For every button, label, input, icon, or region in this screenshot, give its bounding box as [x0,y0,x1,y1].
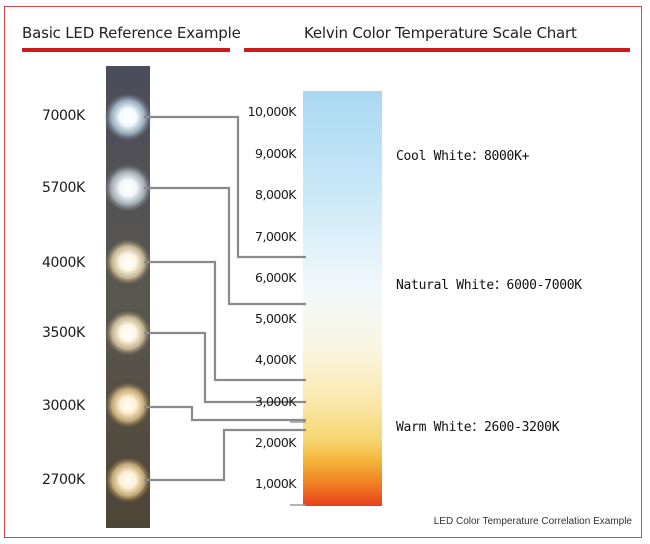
led-light-5700k [104,164,152,212]
scale-tick-9000k: 9,000K [255,146,296,161]
connector-3000k [144,405,306,422]
connector-lines [144,115,306,482]
connector-3500k [144,331,306,404]
led-label-2700k: 2700K [42,472,85,488]
connector-4000k [144,260,306,382]
left-title-rule [22,48,230,52]
led-light-4000k [105,239,151,285]
connector-2700k [144,428,306,482]
scale-tick-5000k: 5,000K [255,311,296,326]
annotation-warm-white: Warm White：2600-3200K [396,420,560,435]
led-light-3500k [105,310,151,356]
annotation-natural-white: Natural White：6000-7000K [396,278,582,293]
scale-tick-1000k: 1,000K [255,476,296,491]
connector-5700k [144,186,306,306]
led-lights [104,93,152,503]
outer-frame [4,6,642,538]
scale-tick-2000k: 2,000K [255,435,296,450]
right-title-rule [244,48,630,52]
annotation-cool-white: Cool White：8000K+ [396,149,530,164]
connector-7000k [144,115,306,259]
scale-tick-6000k: 6,000K [255,270,296,285]
led-reference-title: Basic LED Reference Example [22,24,241,42]
led-label-3500k: 3500K [42,325,85,341]
scale-tick-marks [290,421,306,506]
led-light-3000k [105,382,151,428]
led-label-4000k: 4000K [42,255,85,271]
figure-caption: LED Color Temperature Correlation Exampl… [433,516,632,527]
kelvin-scale-title: Kelvin Color Temperature Scale Chart [304,24,577,42]
led-light-2700k [105,457,151,503]
scale-tick-10000k: 10,000K [247,104,297,119]
led-label-5700k: 5700K [42,180,85,196]
led-label-3000k: 3000K [42,398,85,414]
scale-tick-8000k: 8,000K [255,187,296,202]
kelvin-scale-bar [303,91,382,506]
led-label-7000k: 7000K [42,108,85,124]
scale-tick-3000k: 3,000K [255,394,296,409]
led-strip [106,66,150,528]
led-light-7000k [104,93,152,141]
scale-tick-4000k: 4,000K [255,352,296,367]
scale-tick-7000k: 7,000K [255,229,296,244]
